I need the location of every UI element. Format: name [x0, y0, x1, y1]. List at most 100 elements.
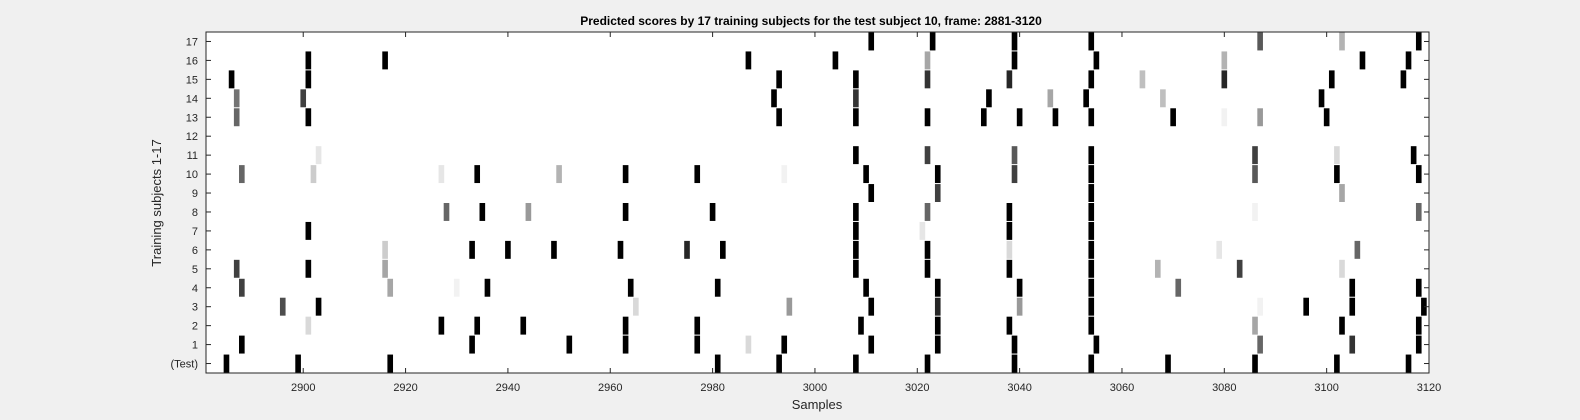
mark-row-15-1: [305, 70, 312, 89]
mark-row-0-0: [223, 354, 230, 373]
mark-row-7-2: [919, 221, 926, 240]
mark-row-11-3: [1011, 146, 1018, 165]
mark-row-16-4: [924, 51, 931, 70]
mark-row-2-7: [934, 316, 941, 335]
mark-row-6-12: [1354, 240, 1361, 259]
mark-row-6-5: [684, 240, 690, 259]
mark-row-5-2: [382, 259, 388, 278]
mark-row-11-1: [853, 146, 859, 165]
y-tick-label-3: 3: [192, 302, 198, 314]
mark-row-11-4: [1088, 146, 1095, 165]
y-tick-label-4: 4: [192, 283, 198, 295]
mark-row-6-11: [1216, 240, 1223, 259]
mark-row-6-0: [382, 240, 388, 259]
mark-row-8-4: [709, 203, 716, 221]
y-tick-label-5: 5: [192, 264, 198, 276]
mark-row-1-5: [745, 335, 752, 354]
x-tick-label-7: 3040: [1007, 382, 1031, 394]
mark-row-3-8: [1257, 297, 1263, 316]
mark-row-4-2: [453, 278, 460, 297]
mark-row-4-6: [863, 278, 869, 297]
mark-row-17-0: [868, 32, 875, 51]
mark-row-15-9: [1328, 70, 1335, 89]
heatmap-marks: [223, 32, 1427, 373]
y-tick-label-2: 2: [192, 321, 198, 333]
mark-row-0-8: [1088, 354, 1095, 373]
mark-row-15-10: [1400, 70, 1407, 89]
mark-row-13-6: [1016, 108, 1023, 127]
mark-row-3-7: [1088, 297, 1095, 316]
mark-row-11-0: [315, 146, 322, 165]
mark-row-14-4: [986, 89, 992, 108]
mark-row-15-4: [924, 70, 931, 89]
mark-row-10-5: [622, 165, 629, 184]
mark-row-13-3: [853, 108, 859, 127]
mark-row-17-4: [1257, 32, 1263, 51]
x-tick-label-2: 2940: [496, 382, 520, 394]
mark-row-14-7: [1160, 89, 1166, 108]
mark-row-1-13: [1415, 335, 1422, 354]
mark-row-4-10: [1175, 278, 1182, 297]
mark-row-13-4: [924, 108, 931, 127]
mark-row-8-3: [622, 203, 629, 221]
mark-row-10-12: [1252, 165, 1258, 184]
mark-row-3-4: [868, 297, 875, 316]
mark-row-14-1: [300, 89, 307, 108]
x-tick-label-6: 3020: [905, 382, 929, 394]
y-tick-label-6: 6: [192, 245, 198, 257]
mark-row-2-9: [1088, 316, 1095, 335]
mark-row-16-7: [1221, 51, 1228, 70]
mark-row-7-3: [1006, 221, 1013, 240]
x-tick-label-9: 3080: [1212, 382, 1236, 394]
mark-row-10-9: [934, 165, 941, 184]
mark-row-17-6: [1415, 32, 1422, 51]
mark-row-13-0: [233, 108, 240, 127]
mark-row-17-5: [1339, 32, 1345, 51]
mark-row-1-6: [781, 335, 788, 354]
y-tick-label-8: 8: [192, 207, 198, 219]
y-tick-label-15: 15: [186, 74, 198, 86]
mark-row-9-3: [1339, 184, 1345, 202]
mark-row-6-1: [469, 240, 475, 259]
mark-row-4-3: [484, 278, 491, 297]
y-tick-label-12: 12: [186, 131, 198, 143]
mark-row-8-0: [443, 203, 450, 221]
mark-row-16-9: [1405, 51, 1412, 70]
mark-row-2-3: [520, 316, 527, 335]
mark-row-16-1: [382, 51, 388, 70]
mark-row-8-7: [1006, 203, 1013, 221]
mark-row-15-3: [853, 70, 859, 89]
mark-row-4-8: [1016, 278, 1023, 297]
mark-row-2-10: [1252, 316, 1258, 335]
mark-row-1-12: [1349, 335, 1356, 354]
mark-row-13-7: [1052, 108, 1059, 127]
mark-row-9-0: [868, 184, 875, 202]
x-tick-label-3: 2960: [598, 382, 622, 394]
mark-row-7-4: [1088, 221, 1095, 240]
mark-row-3-11: [1421, 297, 1427, 316]
mark-row-14-8: [1318, 89, 1325, 108]
mark-row-13-10: [1221, 108, 1228, 127]
mark-row-0-10: [1252, 354, 1258, 373]
mark-row-8-2: [525, 203, 532, 221]
mark-row-14-5: [1047, 89, 1054, 108]
mark-row-2-4: [622, 316, 629, 335]
mark-row-0-7: [1011, 354, 1018, 373]
x-axis-label: Samples: [792, 397, 843, 412]
mark-row-11-2: [924, 146, 931, 165]
mark-row-6-10: [1088, 240, 1095, 259]
mark-row-10-7: [781, 165, 788, 184]
mark-row-0-3: [714, 354, 721, 373]
mark-row-0-12: [1405, 354, 1412, 373]
mark-row-5-0: [233, 259, 240, 278]
mark-row-13-2: [776, 108, 782, 127]
mark-row-1-0: [239, 335, 245, 354]
mark-row-2-1: [438, 316, 445, 335]
mark-row-2-8: [1006, 316, 1013, 335]
mark-row-0-1: [295, 354, 301, 373]
mark-row-10-8: [863, 165, 869, 184]
mark-row-13-9: [1170, 108, 1176, 127]
mark-row-13-11: [1257, 108, 1263, 127]
mark-row-16-8: [1359, 51, 1366, 70]
